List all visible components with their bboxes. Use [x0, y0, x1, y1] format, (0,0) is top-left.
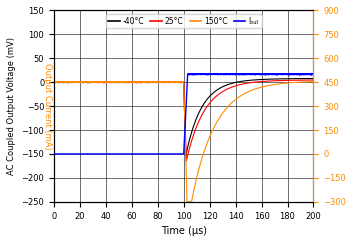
X-axis label: Time (μs): Time (μs) — [161, 226, 207, 236]
Y-axis label: AC Coupled Output Voltage (mV): AC Coupled Output Voltage (mV) — [7, 37, 16, 175]
Legend: -40°C, 25°C, 150°C, Iₒᵤₜ: -40°C, 25°C, 150°C, Iₒᵤₜ — [106, 14, 262, 28]
Y-axis label: Output Current (mA): Output Current (mA) — [43, 63, 52, 149]
